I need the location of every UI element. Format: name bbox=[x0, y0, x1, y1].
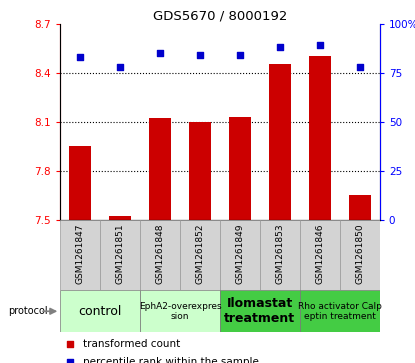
Title: GDS5670 / 8000192: GDS5670 / 8000192 bbox=[153, 9, 287, 23]
Text: control: control bbox=[78, 305, 122, 318]
Bar bbox=[60, 220, 100, 290]
Text: percentile rank within the sample: percentile rank within the sample bbox=[83, 357, 259, 363]
Bar bbox=[140, 220, 180, 290]
Bar bbox=[349, 195, 371, 220]
Point bbox=[237, 52, 243, 58]
Text: EphA2-overexpres
sion: EphA2-overexpres sion bbox=[139, 302, 221, 321]
Bar bbox=[309, 56, 331, 220]
Bar bbox=[340, 220, 380, 290]
Bar bbox=[149, 118, 171, 220]
Bar bbox=[300, 290, 380, 332]
Bar bbox=[69, 146, 91, 220]
Bar bbox=[180, 220, 220, 290]
Point bbox=[66, 359, 73, 363]
Bar bbox=[229, 117, 251, 220]
Text: GSM1261850: GSM1261850 bbox=[355, 223, 364, 284]
Point bbox=[317, 42, 323, 48]
Text: GSM1261852: GSM1261852 bbox=[195, 223, 205, 284]
Bar bbox=[269, 64, 291, 220]
Bar bbox=[189, 122, 211, 220]
Bar bbox=[300, 220, 340, 290]
Text: GSM1261849: GSM1261849 bbox=[235, 223, 244, 284]
Bar bbox=[100, 220, 140, 290]
Bar bbox=[60, 290, 140, 332]
Text: protocol: protocol bbox=[9, 306, 48, 316]
Bar bbox=[220, 220, 260, 290]
Text: GSM1261848: GSM1261848 bbox=[156, 223, 164, 284]
Text: GSM1261846: GSM1261846 bbox=[315, 223, 324, 284]
Bar bbox=[140, 290, 220, 332]
Text: GSM1261851: GSM1261851 bbox=[116, 223, 124, 284]
Text: Rho activator Calp
eptin treatment: Rho activator Calp eptin treatment bbox=[298, 302, 382, 321]
Text: GSM1261853: GSM1261853 bbox=[276, 223, 284, 284]
Point bbox=[157, 50, 164, 56]
Bar bbox=[260, 220, 300, 290]
Bar bbox=[220, 290, 300, 332]
Point bbox=[77, 54, 83, 60]
Point bbox=[356, 64, 363, 70]
Bar bbox=[109, 216, 131, 220]
Text: GSM1261847: GSM1261847 bbox=[76, 223, 85, 284]
Text: transformed count: transformed count bbox=[83, 339, 180, 349]
Text: Ilomastat
treatment: Ilomastat treatment bbox=[225, 297, 295, 325]
Point bbox=[66, 341, 73, 347]
Point bbox=[276, 44, 283, 50]
Point bbox=[197, 52, 203, 58]
Point bbox=[117, 64, 123, 70]
